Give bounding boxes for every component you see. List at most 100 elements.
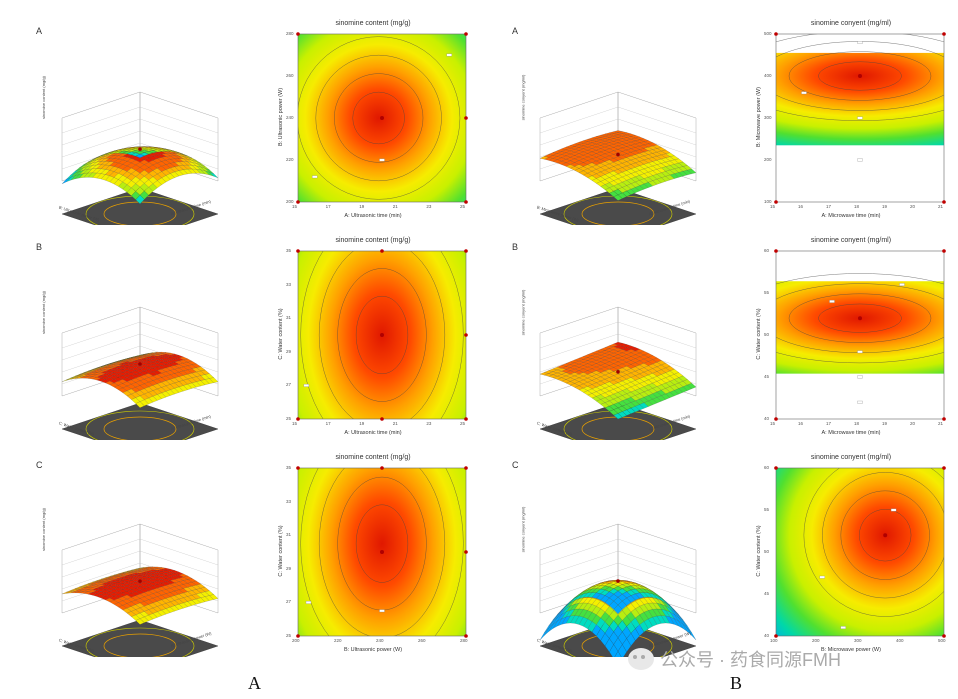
z-axis-label: sinomine conyent (mg/ml) xyxy=(520,289,526,336)
design-point xyxy=(774,200,778,204)
y-tick-label: 60 xyxy=(764,248,770,253)
contour-title: sinomine conyent (mg/ml) xyxy=(810,20,892,27)
x-tick-label: 21 xyxy=(392,204,398,209)
y-tick-label: 220 xyxy=(286,157,294,162)
floor-projection xyxy=(539,402,697,440)
y-tick-label: 300 xyxy=(764,115,772,120)
design-point xyxy=(464,466,468,470)
response-surface xyxy=(61,352,219,408)
watermark-text: 公众号 · 药食同源FMH xyxy=(660,650,841,670)
y-tick-label: 33 xyxy=(286,281,292,287)
watermark: 公众号 · 药食同源FMH xyxy=(628,646,841,672)
design-point xyxy=(857,375,863,379)
contour-line xyxy=(840,490,930,580)
x-tick-label: 17 xyxy=(325,204,331,209)
y-tick-label: 45 xyxy=(764,591,770,596)
y-tick-label: 60 xyxy=(764,465,770,470)
contour-line xyxy=(859,509,912,562)
contour-line xyxy=(334,73,424,163)
design-point xyxy=(890,508,897,512)
x-tick-label: 17 xyxy=(325,421,331,426)
x-tick-label: 300 xyxy=(854,638,862,643)
y-axis-label: B: Ultrasonic power (W) xyxy=(278,87,284,147)
design-point xyxy=(379,609,385,613)
design-point xyxy=(883,533,888,538)
design-point xyxy=(942,249,946,253)
row-label-left-a: A xyxy=(36,26,43,36)
design-point xyxy=(857,41,863,44)
design-point xyxy=(857,400,863,404)
contour-line xyxy=(788,293,932,343)
plot-frame xyxy=(775,250,945,420)
z-axis-label: sinomine conyent (mg/ml) xyxy=(520,74,526,121)
design-point xyxy=(464,333,468,337)
contour-title: sinomine conyent (mg/ml) xyxy=(810,454,892,461)
x-tick-label: 240 xyxy=(376,638,384,643)
x-axis-label: A: Ultrasonic time (min) xyxy=(344,430,402,436)
x-tick-label: 25 xyxy=(460,204,466,209)
design-point xyxy=(942,466,946,470)
design-point xyxy=(296,249,300,253)
y-tick-label: 280 xyxy=(286,31,294,36)
row-label-right-a: A xyxy=(512,26,519,36)
design-point xyxy=(380,466,384,470)
floor-projection xyxy=(539,187,697,225)
design-point xyxy=(774,249,778,253)
z-axis-label: sinomine content (mg/g) xyxy=(40,508,46,551)
design-point xyxy=(858,74,862,78)
design-point xyxy=(296,200,300,204)
center-point xyxy=(616,579,620,583)
design-point xyxy=(857,116,863,120)
row-label-left-c: C xyxy=(36,460,43,470)
surface-3d-right-a xyxy=(539,91,697,225)
design-point xyxy=(303,384,310,387)
floor-contour xyxy=(581,201,655,225)
contour-fill xyxy=(776,52,944,146)
z-axis-label: sinomine content (mg/g) xyxy=(40,76,46,119)
contour-line xyxy=(300,468,464,636)
x-tick-label: 15 xyxy=(292,204,298,209)
design-point xyxy=(380,116,384,120)
y-axis-label: C: Water content (%) xyxy=(278,308,284,360)
design-point xyxy=(380,249,384,253)
y-tick-label: 240 xyxy=(286,115,294,120)
design-point xyxy=(380,417,384,421)
design-point xyxy=(942,634,946,638)
y-tick-label: 400 xyxy=(764,73,772,78)
y-tick-label: 29 xyxy=(286,565,292,571)
contour-fill xyxy=(298,468,466,636)
x-tick-label: 15 xyxy=(292,421,298,426)
y-tick-label: 50 xyxy=(764,549,770,554)
row-label-right-c: C xyxy=(512,460,519,470)
x-tick-label: 200 xyxy=(292,638,300,643)
x-tick-label: 23 xyxy=(426,204,432,209)
y-tick-label: 50 xyxy=(764,332,770,337)
y-axis-label: B: Microwave power (W) xyxy=(756,87,762,147)
wechat-icon xyxy=(628,648,654,670)
x-tick-label: 19 xyxy=(359,421,365,426)
design-point xyxy=(312,175,318,179)
row-label-right-b: B xyxy=(512,242,519,252)
surface-3d-left-b xyxy=(61,306,219,440)
y-tick-label: 29 xyxy=(286,348,292,354)
design-point xyxy=(774,634,778,638)
y-tick-label: 27 xyxy=(286,599,292,605)
center-point xyxy=(616,370,620,374)
center-point xyxy=(138,579,142,583)
y-tick-label: 31 xyxy=(286,315,292,321)
design-point xyxy=(380,333,384,337)
x-tick-label: 25 xyxy=(460,421,466,426)
design-point xyxy=(464,550,468,554)
design-point xyxy=(446,53,452,57)
contour-plot-svg xyxy=(296,466,468,638)
design-point xyxy=(857,158,863,162)
x-tick-label: 21 xyxy=(938,204,944,209)
y-tick-label: 55 xyxy=(764,507,770,512)
y-tick-label: 260 xyxy=(286,73,294,78)
y-tick-label: 40 xyxy=(764,633,770,638)
contour-line xyxy=(318,468,446,636)
floor-contour xyxy=(103,633,177,657)
design-point xyxy=(774,417,778,421)
design-point xyxy=(296,466,300,470)
response-surface xyxy=(539,130,697,201)
